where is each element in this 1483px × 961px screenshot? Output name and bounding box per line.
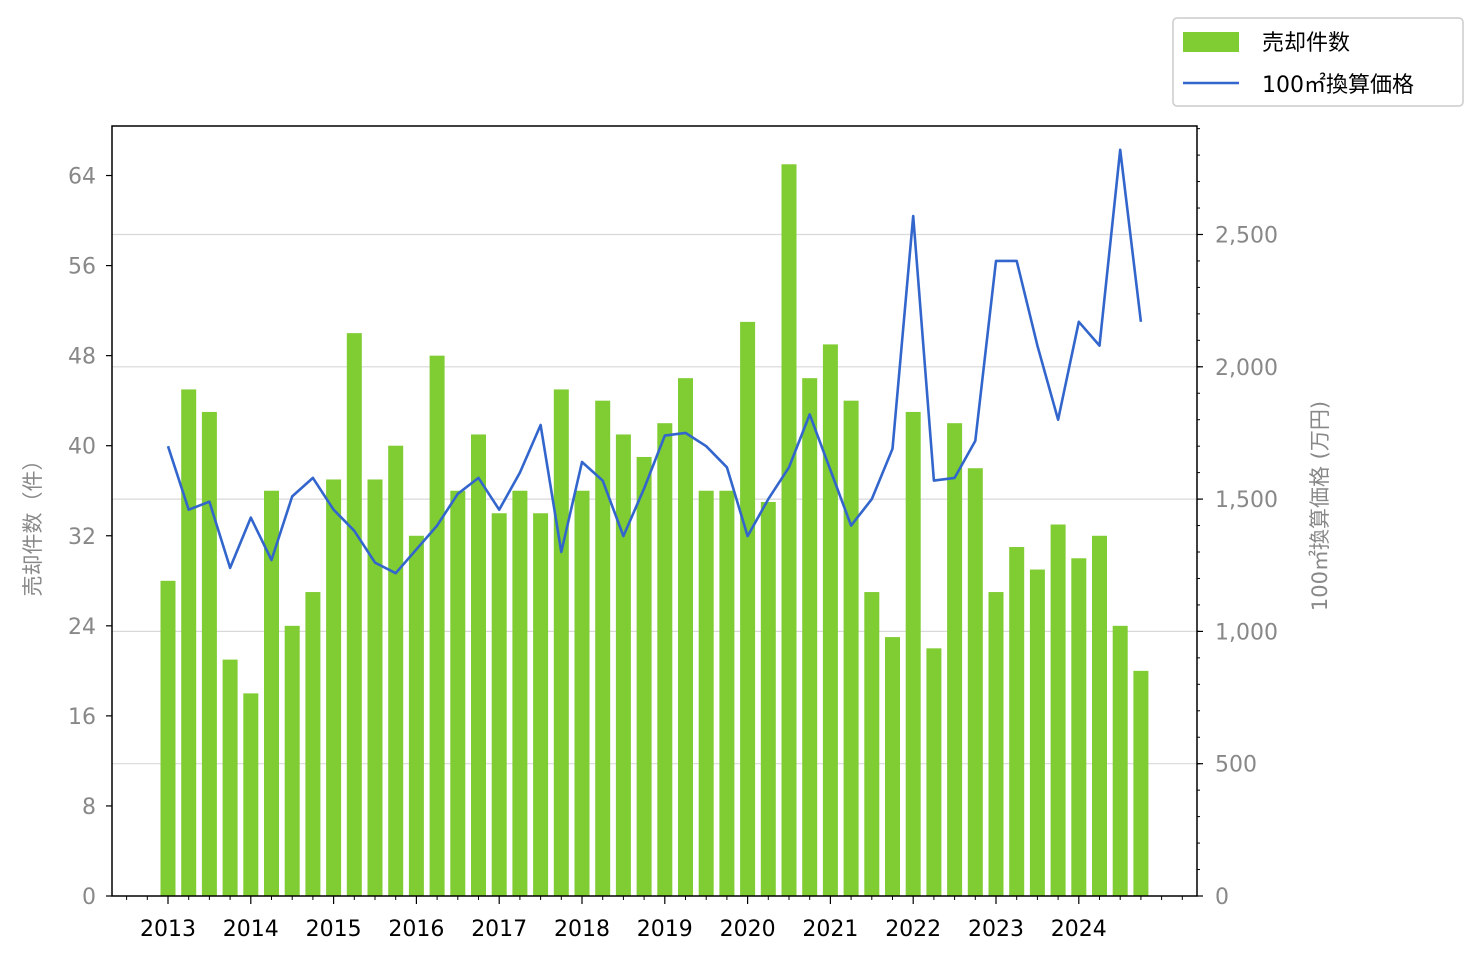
bar <box>1133 670 1149 896</box>
bar <box>1112 625 1128 896</box>
bar <box>408 535 424 896</box>
bar <box>781 164 797 897</box>
price-line <box>166 148 1143 575</box>
bar <box>1029 569 1045 896</box>
x-tick-label: 2013 <box>140 917 196 942</box>
x-tick-label: 2016 <box>388 917 444 942</box>
bar <box>1009 547 1025 896</box>
x-tick-label: 2022 <box>885 917 941 942</box>
legend-swatch-bar <box>1183 32 1239 52</box>
y-left-tick-label: 0 <box>82 885 96 910</box>
bar <box>905 411 921 896</box>
bar <box>947 423 963 896</box>
bar <box>284 625 300 896</box>
y-left-tick-label: 40 <box>68 435 96 460</box>
y-left-tick-label: 8 <box>82 795 96 820</box>
bar <box>1092 535 1107 896</box>
x-tick-label: 2018 <box>554 917 610 942</box>
line-series <box>166 148 1143 575</box>
axis-ticks <box>106 128 1203 904</box>
legend-label-bar: 売却件数 <box>1262 31 1350 56</box>
x-tick-label: 2023 <box>968 917 1024 942</box>
bar <box>595 400 611 896</box>
y-right-tick-label: 1,500 <box>1215 488 1278 513</box>
bar <box>1050 524 1066 896</box>
x-tick-label: 2015 <box>306 917 362 942</box>
bar <box>885 637 900 896</box>
bar <box>264 490 279 896</box>
y-left-tick-label: 56 <box>68 255 96 280</box>
bar <box>926 648 942 896</box>
x-tick-label: 2019 <box>637 917 693 942</box>
y-right-tick-label: 2,500 <box>1215 223 1278 248</box>
y-axis-right-title: 100㎡換算価格 (万円) <box>1308 401 1332 611</box>
y-right-tick-label: 500 <box>1215 753 1257 778</box>
y-left-tick-label: 64 <box>68 165 96 190</box>
bar <box>1071 558 1087 896</box>
x-tick-label: 2014 <box>223 917 279 942</box>
bar <box>367 479 383 896</box>
bar <box>326 479 342 896</box>
x-tick-label: 2021 <box>802 917 858 942</box>
axis-tick-labels: 0 8 16 24 32 40 48 56 64 0 500 1,000 1,500 2,000 2,500… <box>68 165 1278 942</box>
legend-label-line: 100㎡換算価格 <box>1262 72 1414 98</box>
bar <box>450 490 466 896</box>
bar <box>243 693 259 896</box>
bar <box>553 389 569 896</box>
bar <box>657 423 673 896</box>
y-left-tick-label: 32 <box>68 525 96 550</box>
y-left-tick-label: 48 <box>68 345 96 370</box>
y-right-tick-label: 2,000 <box>1215 356 1278 381</box>
legend-frame <box>1172 17 1464 107</box>
bar <box>574 490 590 896</box>
bar <box>698 490 714 896</box>
bar <box>843 400 859 896</box>
bar <box>471 434 486 896</box>
y-axis-left-title: 売却件数（件） <box>21 450 45 597</box>
x-tick-label: 2017 <box>471 917 527 942</box>
bar <box>512 490 528 896</box>
bar <box>160 580 176 896</box>
bar <box>429 355 445 896</box>
bar <box>388 445 404 896</box>
bar <box>967 468 983 896</box>
bar <box>346 333 362 896</box>
bar <box>802 378 818 896</box>
bar <box>491 513 507 896</box>
bar <box>533 513 549 896</box>
bar <box>615 434 631 896</box>
legend: 売却件数 100㎡換算価格 <box>1172 17 1464 107</box>
y-right-tick-label: 0 <box>1215 885 1229 910</box>
bar-series <box>160 164 1149 897</box>
bar <box>760 501 776 896</box>
bar <box>864 592 880 896</box>
bar <box>740 321 756 896</box>
bar <box>988 592 1004 896</box>
bar <box>201 411 217 896</box>
bar <box>181 389 197 896</box>
bar <box>222 659 238 896</box>
bar <box>305 592 321 896</box>
y-right-tick-label: 1,000 <box>1215 620 1278 645</box>
bar <box>636 456 652 896</box>
bar <box>719 490 735 896</box>
y-left-tick-label: 24 <box>68 615 96 640</box>
x-tick-label: 2024 <box>1051 917 1107 942</box>
bar <box>678 378 693 896</box>
y-left-tick-label: 16 <box>68 705 96 730</box>
x-tick-label: 2020 <box>720 917 776 942</box>
bar <box>822 344 838 896</box>
plot-area-frame <box>111 125 1198 897</box>
